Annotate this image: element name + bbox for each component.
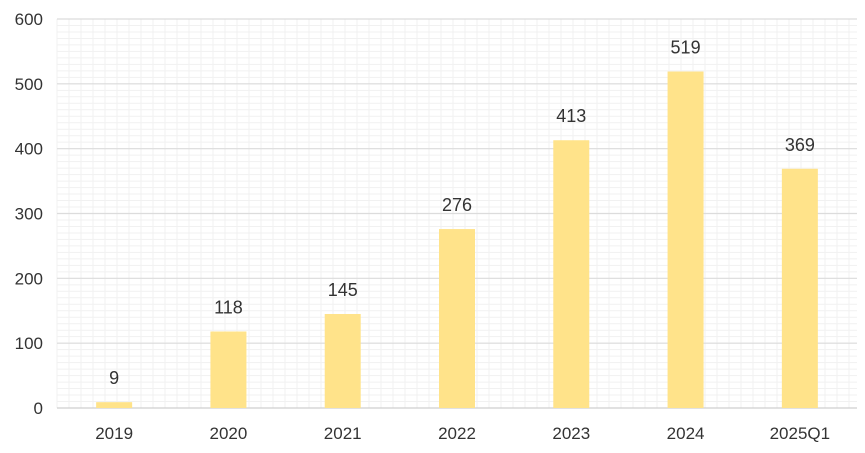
x-tick-label: 2020 — [210, 424, 248, 443]
y-tick-label: 400 — [15, 140, 43, 159]
y-tick-label: 100 — [15, 334, 43, 353]
bar-2022 — [439, 229, 475, 408]
bar-2025Q1 — [781, 168, 818, 408]
y-tick-label: 500 — [15, 75, 43, 94]
x-axis-ticks: 2019 2020 2021 2022 2023 2024 2025Q1 — [95, 424, 830, 443]
data-label-2025Q1: 369 — [785, 135, 815, 155]
x-tick-label: 2022 — [438, 424, 476, 443]
bar-2024 — [667, 71, 704, 408]
y-tick-label: 300 — [15, 205, 43, 224]
x-tick-label: 2021 — [324, 424, 362, 443]
y-tick-label: 200 — [15, 269, 43, 288]
bar-2023 — [553, 140, 590, 408]
y-axis-ticks: 0 100 200 300 400 500 600 — [15, 10, 43, 418]
y-tick-label: 0 — [34, 399, 43, 418]
data-label-2024: 519 — [671, 38, 701, 58]
bars — [96, 71, 818, 408]
data-label-2022: 276 — [442, 195, 472, 215]
y-tick-label: 600 — [15, 10, 43, 29]
x-tick-label: 2023 — [552, 424, 590, 443]
bar-2021 — [324, 313, 361, 408]
x-tick-label: 2025Q1 — [770, 424, 831, 443]
x-tick-label: 2019 — [95, 424, 133, 443]
bar-2020 — [210, 331, 247, 408]
bar-2019 — [96, 402, 133, 408]
data-label-2023: 413 — [556, 106, 586, 126]
data-label-2019: 9 — [109, 368, 119, 388]
data-label-2021: 145 — [328, 280, 358, 300]
data-labels: 9 118 145 276 413 519 369 — [109, 38, 815, 389]
data-label-2020: 118 — [214, 297, 243, 317]
x-tick-label: 2024 — [667, 424, 705, 443]
